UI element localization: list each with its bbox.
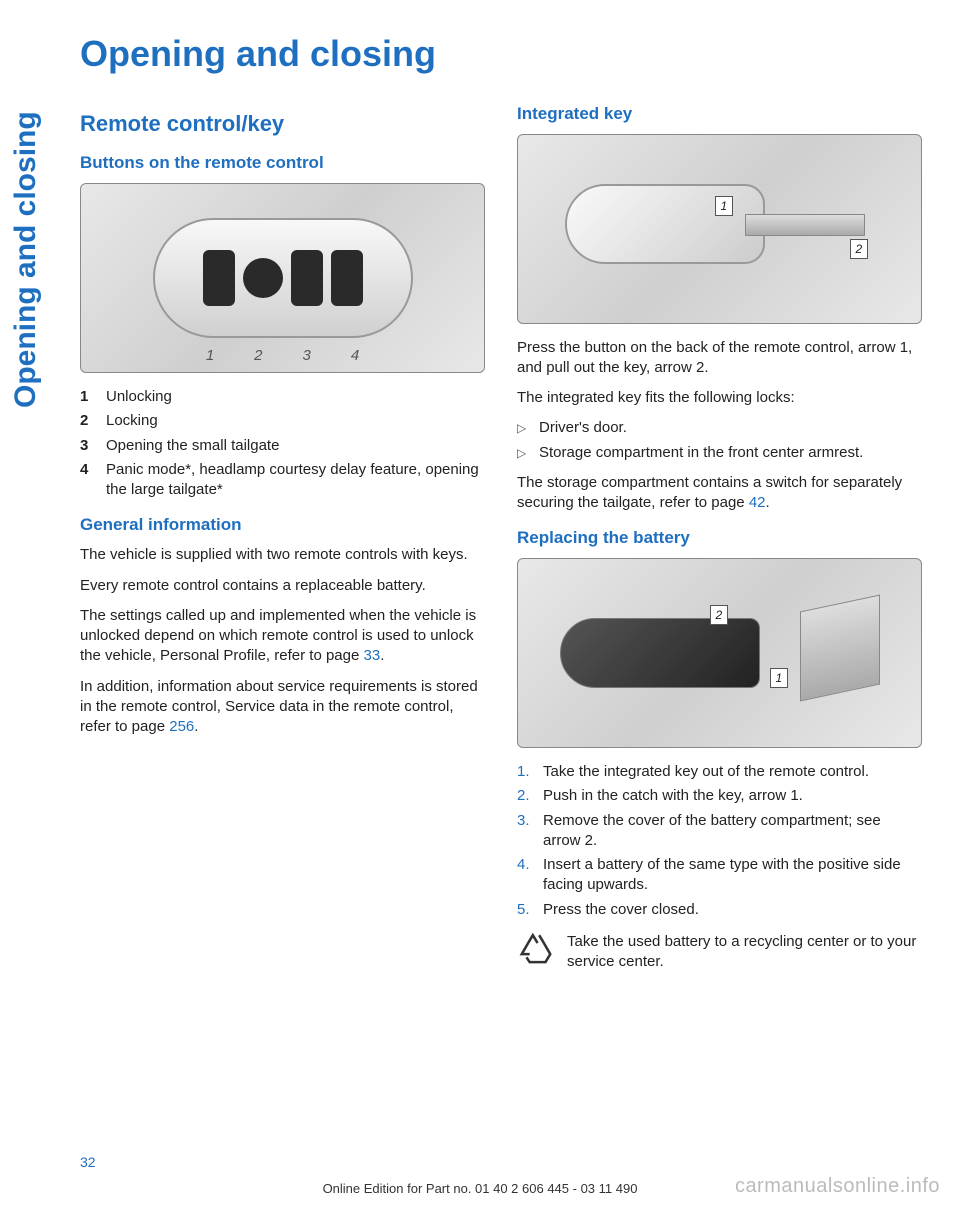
- list-item: 3.Remove the cover of the battery compar…: [517, 811, 922, 852]
- battery-lid: [800, 595, 880, 702]
- item-text: Locking: [106, 411, 158, 431]
- keyfob-illustration: [153, 218, 413, 338]
- figure-remote-buttons: 1 2 3 4: [80, 183, 485, 373]
- step-number: 3.: [517, 811, 543, 852]
- list-item: 2.Push in the catch with the key, arrow …: [517, 786, 922, 806]
- button-legend-list: 1Unlocking 2Locking 3Opening the small t…: [80, 387, 485, 500]
- recycle-text: Take the used battery to a recycling cen…: [567, 932, 922, 973]
- text: .: [766, 494, 770, 511]
- list-item: 4.Insert a battery of the same type with…: [517, 855, 922, 896]
- page-content: Opening and closing Remote control/key B…: [80, 30, 930, 972]
- keyfob-button: [243, 258, 283, 298]
- item-text: Panic mode*, headlamp courtesy delay fea…: [106, 460, 485, 501]
- text: .: [380, 647, 384, 664]
- locks-list: Driver's door. Storage compartment in th…: [517, 418, 922, 463]
- fob-body: [565, 184, 765, 264]
- paragraph: The integrated key fits the following lo…: [517, 388, 922, 408]
- list-item: 1Unlocking: [80, 387, 485, 407]
- item-number: 2: [80, 411, 106, 431]
- keyfob-button: [331, 250, 363, 306]
- paragraph: The settings called up and implemented w…: [80, 606, 485, 667]
- page-link[interactable]: 33: [364, 647, 381, 664]
- text: .: [194, 718, 198, 735]
- callout-num: 3: [303, 346, 311, 366]
- paragraph: The storage compartment contains a switc…: [517, 473, 922, 514]
- callout-num: 1: [206, 346, 214, 366]
- step-number: 2.: [517, 786, 543, 806]
- heading-replacing-battery: Replacing the battery: [517, 527, 922, 550]
- right-column: Integrated key 1 2 Press the button on t…: [517, 103, 922, 973]
- battery-steps: 1.Take the integrated key out of the rem…: [517, 762, 922, 920]
- item-text: Remove the cover of the battery compartm…: [543, 811, 922, 852]
- item-number: 4: [80, 460, 106, 501]
- callout-num: 4: [351, 346, 359, 366]
- heading-integrated-key: Integrated key: [517, 103, 922, 126]
- item-text: Insert a battery of the same type with t…: [543, 855, 922, 896]
- step-number: 5.: [517, 900, 543, 920]
- list-item: Storage compartment in the front center …: [517, 443, 922, 463]
- list-item: 2Locking: [80, 411, 485, 431]
- recycle-note: Take the used battery to a recycling cen…: [517, 932, 922, 973]
- side-section-label: Opening and closing: [6, 111, 47, 408]
- recycle-icon: [517, 932, 555, 970]
- keyblade-illustration: 1 2: [565, 174, 875, 284]
- item-text: Take the integrated key out of the remot…: [543, 762, 869, 782]
- left-column: Remote control/key Buttons on the remote…: [80, 103, 485, 973]
- page-link[interactable]: 256: [169, 718, 194, 735]
- heading-buttons: Buttons on the remote control: [80, 152, 485, 175]
- paragraph: Press the button on the back of the remo…: [517, 338, 922, 379]
- figure-callouts: 1 2 3 4: [81, 346, 484, 366]
- list-item: Driver's door.: [517, 418, 922, 438]
- list-item: 5.Press the cover closed.: [517, 900, 922, 920]
- keyfob-button: [203, 250, 235, 306]
- key-blade: [745, 214, 865, 236]
- item-text: Opening the small tailgate: [106, 436, 279, 456]
- page-number: 32: [80, 1153, 96, 1172]
- item-text: Driver's door.: [539, 418, 627, 438]
- item-text: Push in the catch with the key, arrow 1.: [543, 786, 803, 806]
- text: In addition, information about service r…: [80, 678, 478, 736]
- list-item: 4Panic mode*, headlamp courtesy delay fe…: [80, 460, 485, 501]
- paragraph: Every remote control contains a replacea…: [80, 576, 485, 596]
- heading-remote-control: Remote control/key: [80, 109, 485, 139]
- item-number: 1: [80, 387, 106, 407]
- arrow-label: 1: [770, 668, 789, 688]
- paragraph: In addition, information about service r…: [80, 677, 485, 738]
- page-link[interactable]: 42: [749, 494, 766, 511]
- page-number-value: 32: [80, 1154, 96, 1170]
- heading-general-info: General information: [80, 514, 485, 537]
- arrow-label: 2: [850, 239, 869, 259]
- step-number: 1.: [517, 762, 543, 782]
- text: The storage compartment contains a switc…: [517, 474, 902, 511]
- paragraph: The vehicle is supplied with two remote …: [80, 545, 485, 565]
- battery-illustration: 2 1: [560, 593, 880, 713]
- watermark: carmanualsonline.info: [735, 1173, 940, 1200]
- figure-battery: 2 1: [517, 558, 922, 748]
- item-number: 3: [80, 436, 106, 456]
- item-text: Unlocking: [106, 387, 172, 407]
- page-title: Opening and closing: [80, 30, 930, 79]
- item-text: Storage compartment in the front center …: [539, 443, 863, 463]
- callout-num: 2: [254, 346, 262, 366]
- list-item: 3Opening the small tailgate: [80, 436, 485, 456]
- fob-body-dark: [560, 618, 760, 688]
- arrow-label: 2: [710, 605, 729, 625]
- item-text: Press the cover closed.: [543, 900, 699, 920]
- list-item: 1.Take the integrated key out of the rem…: [517, 762, 922, 782]
- text: The settings called up and implemented w…: [80, 607, 476, 665]
- keyfob-button: [291, 250, 323, 306]
- figure-integrated-key: 1 2: [517, 134, 922, 324]
- step-number: 4.: [517, 855, 543, 896]
- arrow-label: 1: [715, 196, 734, 216]
